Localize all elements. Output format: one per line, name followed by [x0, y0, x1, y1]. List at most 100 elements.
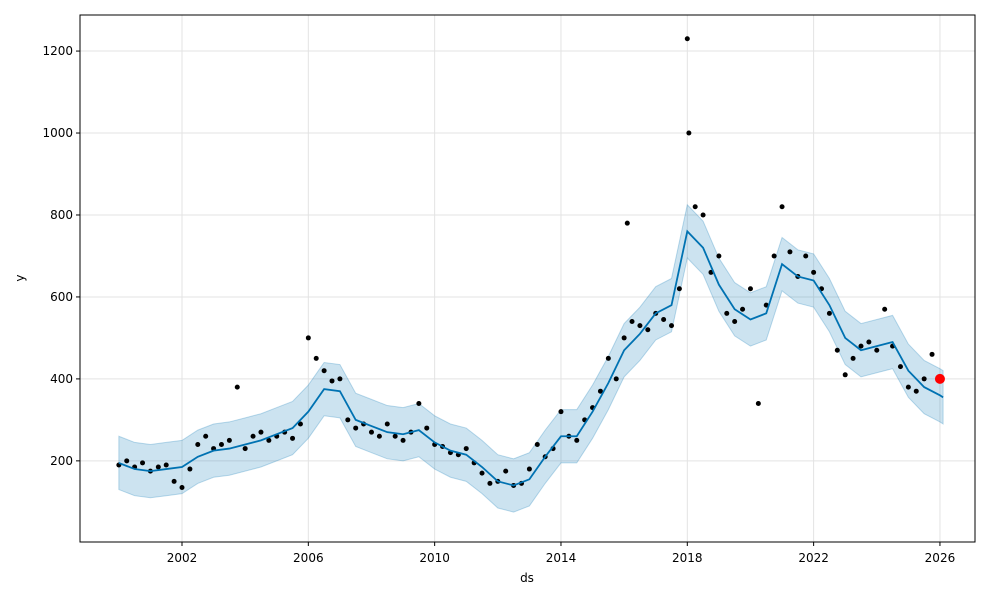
- observed-point: [661, 316, 667, 322]
- observed-point: [392, 433, 398, 439]
- x-tick-label: 2026: [925, 551, 956, 565]
- observed-point: [929, 351, 935, 357]
- observed-point: [921, 376, 927, 382]
- y-tick-label: 200: [50, 454, 73, 468]
- x-tick-label: 2014: [546, 551, 577, 565]
- observed-point: [353, 425, 359, 431]
- observed-point: [700, 212, 706, 218]
- observed-point: [826, 310, 832, 316]
- observed-point: [692, 204, 698, 210]
- observed-point: [913, 388, 919, 394]
- observed-point: [155, 464, 161, 470]
- observed-point: [321, 368, 327, 374]
- observed-point: [345, 417, 351, 423]
- observed-point: [297, 421, 303, 427]
- observed-point: [187, 466, 193, 472]
- y-tick-label: 1000: [42, 126, 73, 140]
- observed-point: [755, 400, 761, 406]
- observed-point: [250, 433, 256, 439]
- x-tick-label: 2002: [167, 551, 198, 565]
- y-tick-label: 400: [50, 372, 73, 386]
- observed-point: [368, 429, 374, 435]
- observed-point: [866, 339, 872, 345]
- observed-point: [400, 437, 406, 443]
- observed-point: [803, 253, 809, 259]
- observed-point: [834, 347, 840, 353]
- observed-point: [376, 433, 382, 439]
- observed-point: [747, 286, 753, 292]
- observed-point: [637, 323, 643, 329]
- observed-point: [526, 466, 532, 472]
- observed-point: [305, 335, 311, 341]
- y-tick-label: 1200: [42, 44, 73, 58]
- observed-point: [763, 302, 769, 308]
- observed-point: [676, 286, 682, 292]
- observed-point: [558, 409, 564, 415]
- observed-point: [905, 384, 911, 390]
- observed-point: [337, 376, 343, 382]
- x-tick-label: 2022: [798, 551, 829, 565]
- observed-point: [416, 400, 422, 406]
- y-tick-label: 600: [50, 290, 73, 304]
- observed-point: [779, 204, 785, 210]
- observed-point: [724, 310, 730, 316]
- observed-point: [716, 253, 722, 259]
- observed-point: [203, 433, 209, 439]
- observed-point: [842, 372, 848, 378]
- uncertainty-band: [118, 203, 944, 513]
- x-axis-label: ds: [520, 571, 534, 585]
- observed-point: [163, 462, 169, 468]
- observed-point: [740, 306, 746, 312]
- observed-point: [171, 478, 177, 484]
- x-tick-label: 2006: [293, 551, 324, 565]
- x-tick-label: 2010: [419, 551, 450, 565]
- observed-point: [313, 355, 319, 361]
- observed-point: [503, 468, 509, 474]
- observed-point: [179, 484, 185, 490]
- observed-point: [645, 327, 651, 333]
- observed-point: [226, 437, 232, 443]
- observed-point: [384, 421, 390, 427]
- observed-point: [629, 319, 635, 325]
- observed-point: [487, 480, 493, 486]
- observed-point: [140, 460, 146, 466]
- observed-point: [218, 441, 224, 447]
- observed-point: [811, 269, 817, 275]
- observed-point: [605, 355, 611, 361]
- observed-point: [621, 335, 627, 341]
- observed-point: [897, 364, 903, 370]
- observed-point: [424, 425, 430, 431]
- observed-point: [684, 36, 690, 42]
- y-axis-label: y: [13, 274, 27, 281]
- observed-point: [195, 441, 201, 447]
- observed-point: [597, 388, 603, 394]
- observed-point: [242, 446, 248, 452]
- observed-point: [534, 441, 540, 447]
- y-tick-label: 800: [50, 208, 73, 222]
- observed-point: [858, 343, 864, 349]
- observed-point: [732, 319, 738, 325]
- observed-point: [290, 435, 296, 441]
- observed-point: [463, 446, 469, 452]
- highlight-point: [934, 373, 945, 384]
- observed-point: [479, 470, 485, 476]
- observed-point: [850, 355, 856, 361]
- forecast-line: [118, 229, 944, 487]
- observed-point: [574, 437, 580, 443]
- observed-point: [882, 306, 888, 312]
- observed-point: [787, 249, 793, 255]
- observed-point: [124, 458, 130, 464]
- observed-point: [874, 347, 880, 353]
- observed-point: [266, 437, 272, 443]
- observed-point: [613, 376, 619, 382]
- observed-point: [234, 384, 240, 390]
- observed-point: [771, 253, 777, 259]
- plot-frame: [79, 14, 976, 543]
- observed-point: [258, 429, 264, 435]
- observed-point: [686, 130, 692, 136]
- x-tick-label: 2018: [672, 551, 703, 565]
- observed-point: [669, 323, 675, 329]
- observed-point: [329, 378, 335, 384]
